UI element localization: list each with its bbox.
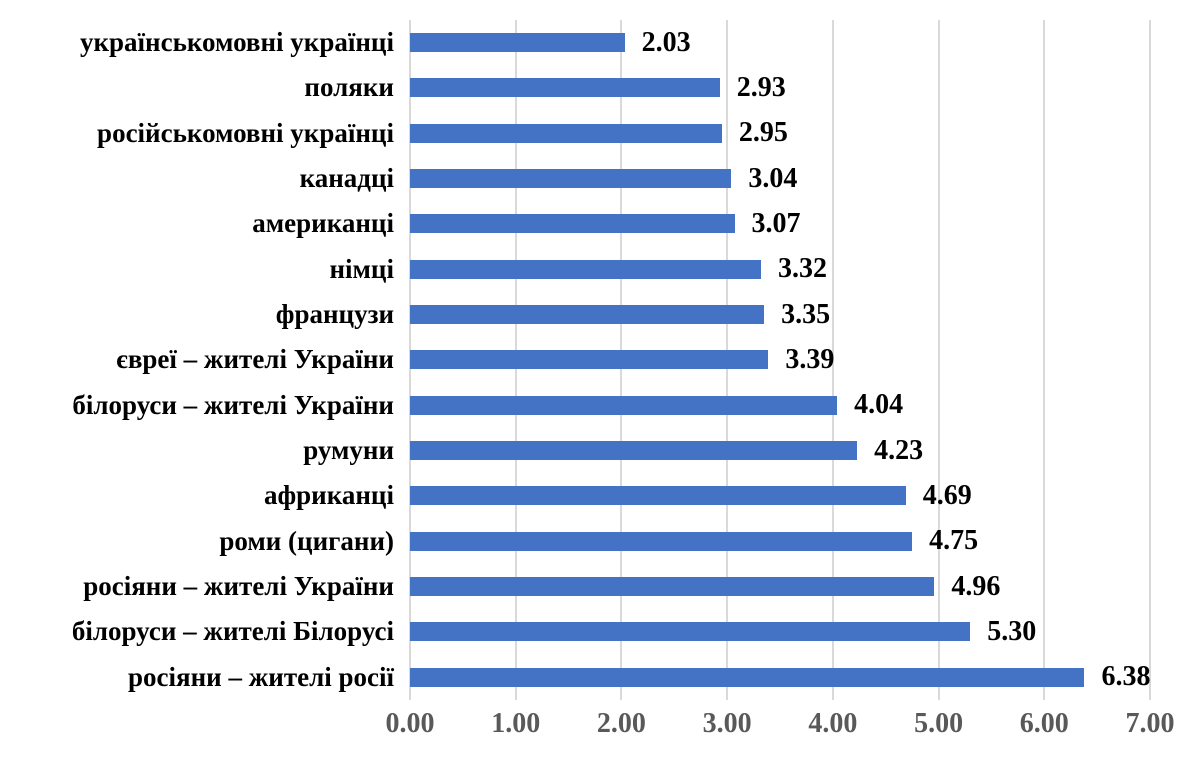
category-label: роми (цигани) — [219, 525, 394, 556]
category-label: українськомовні українці — [79, 27, 394, 58]
bar-track: 2.03 — [410, 26, 1200, 58]
value-label: 5.30 — [987, 615, 1037, 647]
value-label: 4.96 — [951, 570, 1001, 602]
bar-track: 3.32 — [410, 255, 1200, 283]
value-label: 2.03 — [641, 26, 691, 58]
bar-row: білоруси – жителі Білорусі 5.30 — [0, 609, 1200, 654]
bar-row: поляки 2.93 — [0, 65, 1200, 110]
bar-track: 4.75 — [410, 527, 1200, 555]
bar-track: 4.04 — [410, 391, 1200, 419]
value-label: 4.75 — [929, 525, 979, 557]
x-tick-label: 6.00 — [1019, 708, 1069, 739]
value-label: 2.95 — [738, 117, 788, 149]
value-label: 3.39 — [785, 343, 835, 375]
bar — [410, 305, 765, 325]
bar-row: росіяни – жителі України 4.96 — [0, 564, 1200, 609]
x-axis: 0.00 1.00 2.00 3.00 4.00 5.00 6.00 7.00 — [0, 707, 1200, 752]
bar — [410, 531, 913, 551]
bar — [410, 486, 906, 506]
bar — [410, 259, 761, 279]
bar-track: 2.95 — [410, 119, 1200, 147]
category-label: африканці — [263, 480, 394, 511]
bar — [410, 78, 720, 98]
bar-track: 4.23 — [410, 434, 1200, 466]
bar — [410, 214, 735, 234]
x-tick-label: 2.00 — [596, 708, 646, 739]
category-label: французи — [275, 299, 394, 330]
bar-track: 4.96 — [410, 570, 1200, 602]
x-tick-label: 0.00 — [385, 708, 435, 739]
bar-row: російськомовні українці 2.95 — [0, 111, 1200, 156]
plot-area: українськомовні українці 2.03 поляки 2.9… — [0, 20, 1151, 700]
bar-rows: українськомовні українці 2.03 поляки 2.9… — [0, 20, 1200, 700]
bar-row: канадці 3.04 — [0, 156, 1200, 201]
category-label: російськомовні українці — [97, 117, 394, 148]
value-label: 3.04 — [748, 162, 798, 194]
category-label: румуни — [303, 435, 394, 466]
bar-track: 4.69 — [410, 479, 1200, 511]
value-label: 3.07 — [751, 207, 801, 239]
category-label: американці — [252, 208, 394, 239]
category-label: росіяни – жителі росії — [127, 661, 394, 692]
value-label: 4.69 — [922, 479, 972, 511]
bar — [410, 33, 625, 53]
category-label: євреї – жителі України — [116, 344, 394, 375]
bar-row: українськомовні українці 2.03 — [0, 20, 1200, 65]
x-tick-label: 5.00 — [914, 708, 964, 739]
bar — [410, 441, 858, 461]
category-label: поляки — [304, 72, 394, 103]
category-label: канадці — [299, 163, 394, 194]
bar-track: 3.07 — [410, 207, 1200, 239]
value-label: 4.23 — [874, 434, 924, 466]
x-tick-label: 4.00 — [808, 708, 858, 739]
bar — [410, 395, 838, 415]
bar — [410, 123, 722, 143]
gridline — [1149, 20, 1151, 700]
bar-track: 6.38 — [410, 663, 1200, 691]
category-label: білоруси – жителі України — [72, 389, 394, 420]
bar-row: румуни 4.23 — [0, 428, 1200, 473]
gridline — [831, 20, 834, 700]
bar-track: 2.93 — [410, 71, 1200, 103]
value-label: 2.93 — [736, 71, 786, 103]
bar — [410, 169, 732, 189]
value-label: 3.35 — [781, 298, 831, 330]
category-label: білоруси – жителі Білорусі — [71, 616, 394, 647]
bar-row: білоруси – жителі України 4.04 — [0, 383, 1200, 428]
gridline — [937, 20, 940, 700]
bar-row: роми (цигани) 4.75 — [0, 519, 1200, 564]
bar-row: американці 3.07 — [0, 201, 1200, 246]
bar — [410, 622, 971, 642]
x-tick-label: 1.00 — [491, 708, 541, 739]
value-label: 4.04 — [854, 389, 904, 421]
bar-row: євреї – жителі України 3.39 — [0, 337, 1200, 382]
value-label: 6.38 — [1101, 661, 1151, 693]
bar — [410, 667, 1085, 687]
bar-track: 3.39 — [410, 343, 1200, 375]
bar — [410, 577, 935, 597]
bar-track: 5.30 — [410, 615, 1200, 647]
category-label: німці — [329, 253, 394, 284]
category-label: росіяни – жителі України — [83, 571, 394, 602]
bar-track: 3.04 — [410, 162, 1200, 194]
gridline — [1043, 20, 1046, 700]
bar-row: французи 3.35 — [0, 292, 1200, 337]
x-tick-label: 7.00 — [1125, 708, 1175, 739]
bar-row: африканці 4.69 — [0, 473, 1200, 518]
bar-track: 3.35 — [410, 298, 1200, 330]
bar — [410, 350, 769, 370]
x-tick-label: 3.00 — [702, 708, 752, 739]
bar-row: росіяни – жителі росії 6.38 — [0, 655, 1200, 700]
bar-row: німці 3.32 — [0, 247, 1200, 292]
value-label: 3.32 — [777, 253, 827, 285]
